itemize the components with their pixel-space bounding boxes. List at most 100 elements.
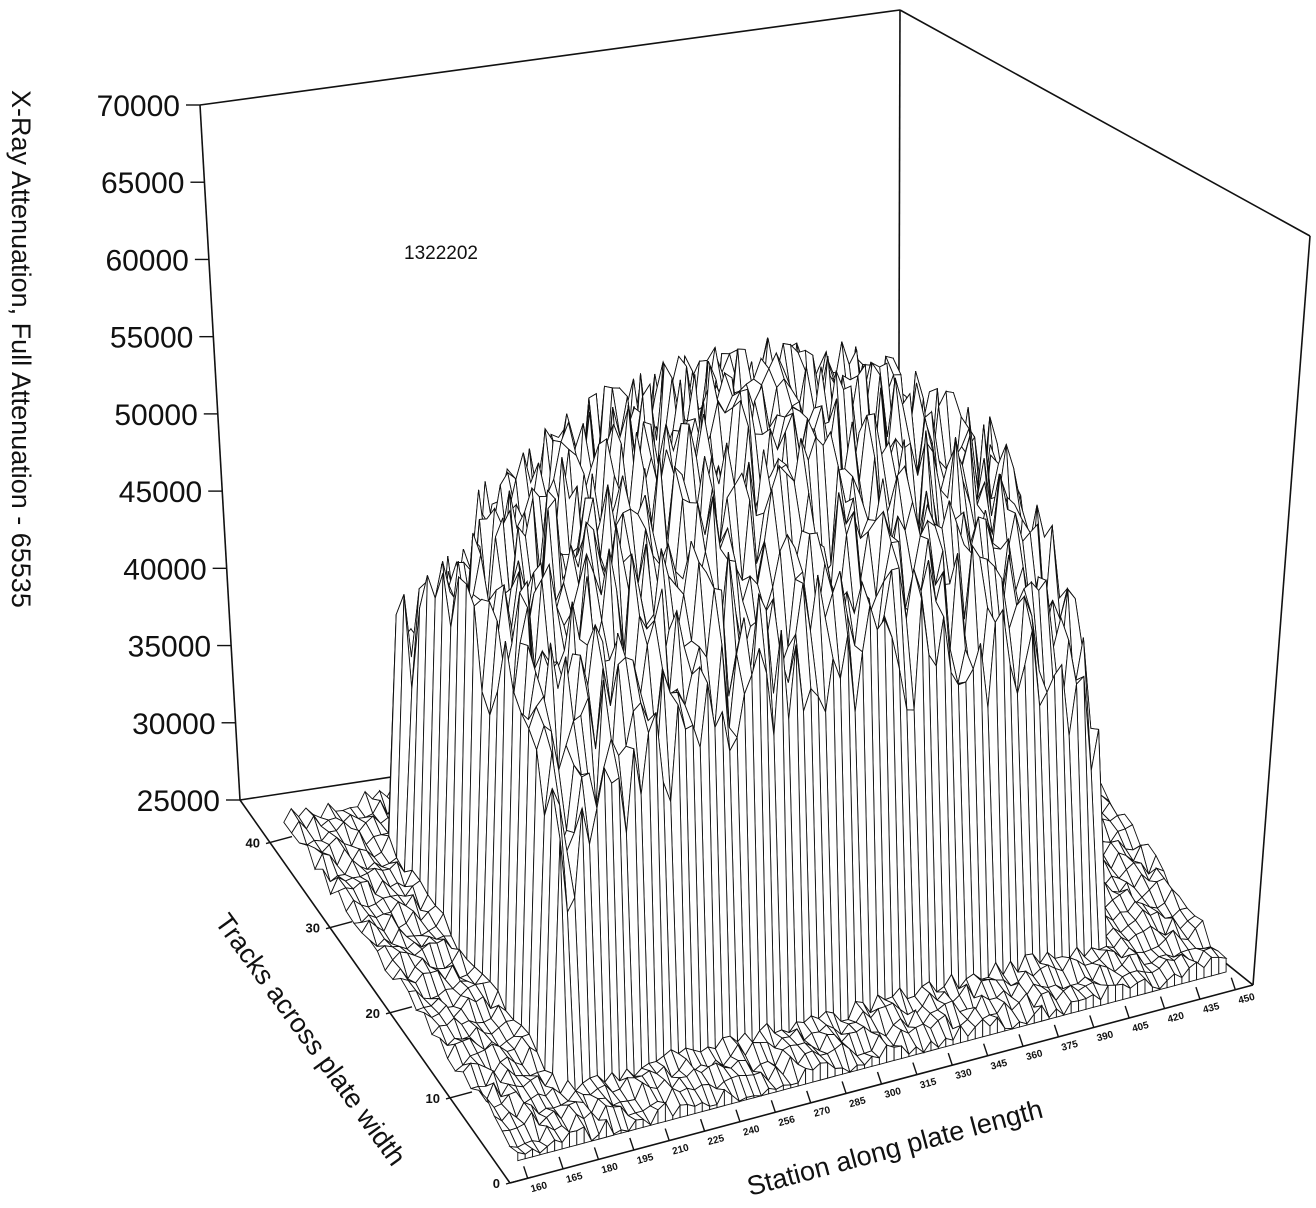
y-tick <box>505 1176 533 1185</box>
surface-skirt-facet <box>687 1104 696 1117</box>
frame-floor-left <box>239 799 511 1184</box>
x-tick-label: 225 <box>707 1133 726 1148</box>
x-tick-label: 435 <box>1202 1001 1221 1016</box>
frame-right-vertical <box>1252 235 1311 986</box>
surface-skirt-facet <box>1078 997 1087 1012</box>
y-tick-label: 40 <box>246 836 260 851</box>
x-tick <box>1230 977 1236 990</box>
x-tick-label: 450 <box>1237 992 1256 1007</box>
x-tick-label: 256 <box>777 1114 796 1129</box>
surface-skirt-facet <box>805 1067 814 1085</box>
x-tick-label: 210 <box>671 1142 690 1157</box>
x-tick-label: 405 <box>1131 1020 1150 1035</box>
x-tick <box>1124 1005 1130 1019</box>
x-tick <box>982 1043 989 1056</box>
x-tick <box>558 1156 564 1170</box>
frame-back-top <box>199 9 901 106</box>
x-tick <box>1018 1034 1024 1047</box>
z-axis: 70000 65000 60000 55000 50000 45000 40000 35000… <box>97 90 240 818</box>
surface-skirt-facet <box>1070 1000 1080 1014</box>
surface-skirt-facet <box>856 1064 866 1071</box>
x-tick-label: 285 <box>848 1095 867 1110</box>
surface-skirt-facet <box>569 1130 578 1148</box>
x-tick <box>806 1090 812 1104</box>
surface-skirt-facet <box>945 1037 954 1048</box>
surface-skirt-facet <box>753 1095 762 1099</box>
surface-skirt-facet <box>1210 956 1220 977</box>
frame-left-vertical <box>199 104 241 801</box>
attenuation-surface <box>283 337 1228 1162</box>
x-tick <box>523 1166 529 1179</box>
surface-skirt-facet <box>819 1062 829 1081</box>
surface-skirt-facet <box>893 1045 902 1061</box>
y-tick <box>265 835 293 845</box>
x-tick <box>664 1128 670 1141</box>
surface-skirt-facet <box>1107 984 1116 1004</box>
x-tick-label: 160 <box>530 1180 549 1195</box>
y-tick-label: 30 <box>306 921 320 936</box>
surface-skirt-facet <box>554 1139 563 1152</box>
x-tick-label: 390 <box>1096 1029 1115 1044</box>
surface-skirt-facet <box>886 1044 895 1063</box>
y-axis: 0 10 20 30 40 <box>246 835 533 1191</box>
x-tick <box>947 1052 953 1066</box>
x-tick-label: 165 <box>565 1171 584 1186</box>
x-tick <box>593 1147 600 1160</box>
x-tick-label: 240 <box>742 1124 761 1139</box>
z-tick-label: 70000 <box>97 90 180 123</box>
surface-skirt-facet <box>871 1055 880 1067</box>
z-tick-label: 65000 <box>101 167 184 200</box>
x-tick <box>699 1118 706 1132</box>
x-tick <box>1159 996 1166 1009</box>
frame-right-top <box>899 9 1311 237</box>
y-tick-label: 10 <box>426 1091 440 1106</box>
y-tick <box>385 1006 413 1015</box>
x-tick-label: 270 <box>813 1105 832 1120</box>
y-tick <box>325 920 353 930</box>
x-tick-label: 195 <box>636 1152 655 1167</box>
z-tick-label: 30000 <box>132 708 215 741</box>
z-tick-label: 40000 <box>123 553 206 586</box>
surface-skirt-facet <box>782 1084 792 1091</box>
surface-skirt-facet <box>1115 983 1124 1002</box>
z-tick-label: 25000 <box>137 785 220 818</box>
x-tick <box>735 1109 741 1122</box>
x-tick <box>1053 1024 1060 1038</box>
x-tick-label: 375 <box>1060 1039 1079 1054</box>
surface-skirt-facet <box>768 1087 777 1095</box>
x-axis-title: Station along plate length <box>744 1094 1046 1202</box>
z-tick-label: 50000 <box>114 399 197 432</box>
surface-skirt-facet <box>517 1151 526 1162</box>
x-tick <box>770 1100 777 1113</box>
x-tick-label: 330 <box>954 1067 973 1082</box>
x-tick <box>841 1081 847 1094</box>
y-tick <box>445 1091 473 1100</box>
surface-skirt-facet <box>679 1104 688 1118</box>
z-tick-label: 45000 <box>119 476 202 509</box>
z-tick-label: 55000 <box>110 322 193 355</box>
surface-skirt-facet <box>834 1067 843 1077</box>
z-tick-label: 35000 <box>128 631 211 664</box>
x-tick <box>876 1071 883 1085</box>
x-tick <box>912 1062 918 1075</box>
x-tick-label: 420 <box>1166 1010 1185 1025</box>
x-tick-label: 315 <box>919 1076 938 1091</box>
x-tick <box>629 1137 635 1151</box>
x-tick-label: 180 <box>600 1161 619 1176</box>
x-tick <box>1195 986 1201 1000</box>
x-axis: 160 165 180 195 210 225 240 256 270 285 300 315 330 3… <box>523 977 1257 1195</box>
surface-skirt-facet <box>620 1129 629 1134</box>
y-tick-label: 0 <box>493 1176 500 1191</box>
x-tick-label: 300 <box>883 1086 902 1101</box>
y-tick-label: 20 <box>366 1006 380 1021</box>
surface-skirt-facet <box>635 1118 644 1130</box>
surface-skirt-facet <box>1218 956 1227 975</box>
surface-skirt-facet <box>1004 1027 1013 1032</box>
x-tick-label: 360 <box>1025 1048 1044 1063</box>
z-tick-label: 60000 <box>105 244 188 277</box>
plot-identifier: 1322202 <box>404 243 478 264</box>
x-tick-label: 345 <box>990 1058 1009 1073</box>
z-axis-title: X-Ray Attenuation, Full Attenuation - 65… <box>6 90 36 608</box>
x-tick <box>1089 1015 1095 1028</box>
